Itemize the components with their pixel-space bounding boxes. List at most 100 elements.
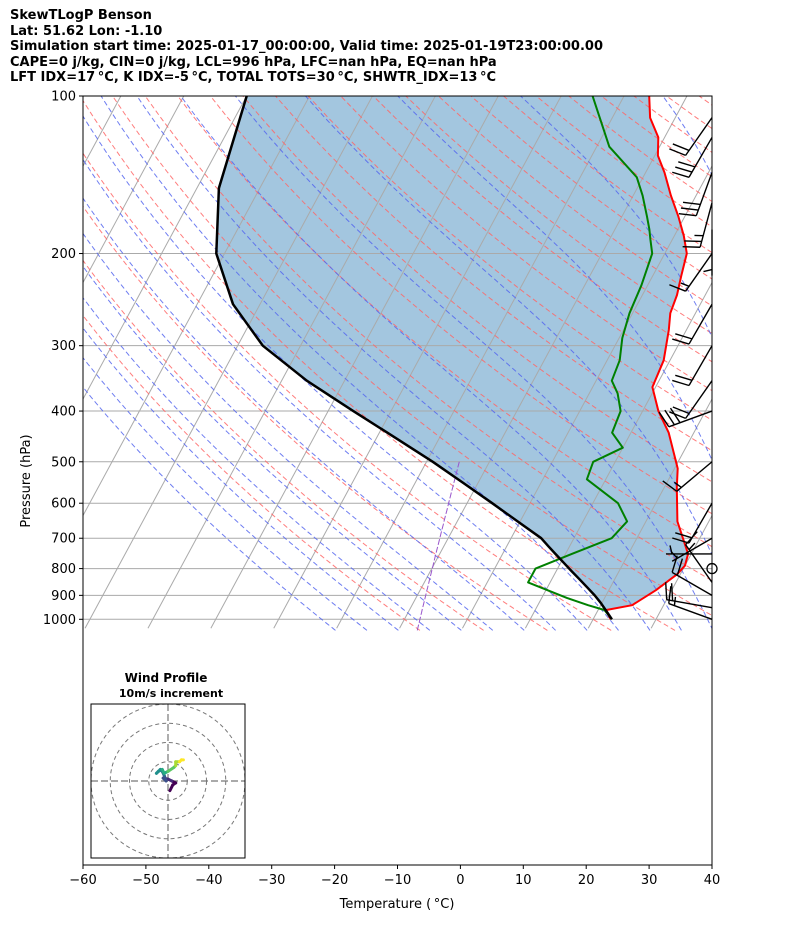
- moist-adiabat: [83, 197, 525, 631]
- dry-adiabat: [83, 314, 421, 631]
- location-line: Lat: 51.62 Lon: -1.10: [10, 23, 163, 39]
- wind-barb: [662, 461, 713, 492]
- x-tick-label: −60: [69, 873, 96, 888]
- y-tick-label: 900: [51, 589, 76, 604]
- isotherm-line: [650, 514, 712, 629]
- mixing-ratio-line: [416, 461, 460, 631]
- dry-adiabat: [764, 96, 794, 630]
- plot-area: [0, 96, 794, 631]
- x-tick-label: −40: [195, 873, 222, 888]
- y-tick-label: 1000: [43, 613, 76, 628]
- isotherm-line: [524, 281, 712, 629]
- wind-barb: [678, 172, 713, 217]
- isotherm-line: [210, 96, 499, 629]
- isotherm-line: [714, 96, 794, 628]
- wind-barb: [682, 202, 713, 248]
- y-tick-label: 700: [51, 532, 76, 547]
- y-axis-label: Pressure (hPa): [19, 434, 34, 527]
- dry-adiabat: [340, 96, 712, 392]
- isotherm-line: [147, 96, 436, 629]
- moist-adiabat: [520, 96, 712, 339]
- hodograph-frame: [90, 703, 246, 859]
- isotherm-line: [0, 96, 58, 628]
- moist-adiabat: [83, 115, 588, 631]
- isotherm-line: [587, 398, 712, 629]
- wind-barb: [706, 562, 718, 575]
- y-tick-label: 800: [51, 562, 76, 577]
- x-tick-label: 10: [515, 873, 532, 888]
- x-tick-label: 40: [704, 873, 721, 888]
- dry-adiabat: [112, 96, 712, 617]
- moist-adiabat: [180, 96, 682, 631]
- stability-indices-line: LFT IDX=17 °C, K IDX=-5 °C, TOTAL TOTS=3…: [10, 70, 497, 86]
- moist-adiabat: [305, 96, 712, 556]
- dewpoint-profile-line: [527, 96, 654, 620]
- wind-barb: [703, 229, 713, 276]
- chart-title: SkewTLogP Benson: [10, 8, 152, 23]
- parcel-indices-line: CAPE=0 j/kg, CIN=0 j/kg, LCL=996 hPa, LF…: [10, 54, 497, 70]
- dry-adiabat: [83, 205, 548, 631]
- y-tick-label: 600: [51, 497, 76, 512]
- moist-adiabat: [83, 327, 399, 631]
- hodograph-inset: Wind Profile 10m/s increment: [90, 671, 246, 859]
- temperature-profile-line: [605, 96, 690, 620]
- hodograph-title: Wind Profile: [125, 671, 208, 685]
- isotherm-line: [83, 96, 248, 401]
- wind-barb: [669, 380, 713, 420]
- moist-adiabat: [83, 296, 431, 631]
- wind-barb: [672, 137, 713, 178]
- wind-barbs: [658, 117, 718, 620]
- axes-ticks: −60 −50 −40 −30 −20 −10 0 10 20 30 40 100 200 300 400 5…: [43, 90, 720, 889]
- y-tick-label: 100: [51, 90, 76, 105]
- moist-adiabat: [771, 96, 794, 630]
- wind-barb: [658, 407, 713, 428]
- isotherm-line: [273, 96, 562, 629]
- x-tick-label: −30: [258, 873, 285, 888]
- wind-barb: [672, 303, 713, 345]
- y-tick-label: 200: [51, 247, 76, 262]
- wind-barb: [665, 582, 713, 609]
- moist-adiabat: [83, 265, 462, 631]
- isotherm-line: [462, 165, 712, 629]
- isotherm-line: [83, 96, 185, 284]
- dry-adiabat: [83, 152, 612, 631]
- dry-adiabat: [732, 96, 794, 630]
- x-axis-label: Temperature ( °C): [339, 897, 455, 912]
- moist-adiabat: [83, 386, 336, 631]
- y-tick-label: 400: [51, 405, 76, 420]
- y-tick-label: 500: [51, 455, 76, 470]
- x-tick-label: −50: [132, 873, 159, 888]
- isotherm-line: [336, 96, 625, 629]
- wind-barb: [672, 345, 713, 387]
- dry-adiabat: [372, 96, 712, 363]
- moist-adiabat: [83, 158, 556, 631]
- dry-adiabat: [210, 96, 712, 515]
- moist-adiabat: [83, 356, 368, 631]
- x-tick-label: −10: [384, 873, 411, 888]
- x-tick-label: 30: [641, 873, 658, 888]
- wind-barb: [672, 502, 713, 544]
- wind-barb: [669, 253, 713, 292]
- dry-adiabat: [83, 259, 484, 631]
- chart-header: SkewTLogP Benson Lat: 51.62 Lon: -1.10 S…: [10, 8, 603, 86]
- time-line: Simulation start time: 2025-01-17_00:00:…: [10, 39, 603, 55]
- x-tick-label: −20: [321, 873, 348, 888]
- moist-adiabat: [136, 96, 651, 631]
- parcel-profile-line: [215, 96, 613, 621]
- hodograph-subtitle: 10m/s increment: [119, 687, 223, 700]
- dry-adiabat: [83, 99, 676, 631]
- wind-barb: [669, 117, 713, 156]
- cape-cin-fill: [216, 96, 689, 620]
- moist-adiabat: [100, 96, 619, 631]
- x-tick-label: 0: [456, 873, 464, 888]
- dry-adiabat: [698, 96, 712, 106]
- x-tick-label: 20: [578, 873, 595, 888]
- y-tick-label: 300: [51, 339, 76, 354]
- moist-adiabat: [83, 232, 494, 631]
- wind-barb: [670, 537, 713, 562]
- dry-adiabat: [242, 96, 712, 483]
- isotherm-line: [84, 96, 373, 629]
- moist-adiabat: [235, 96, 712, 630]
- isotherm-line: [777, 96, 794, 628]
